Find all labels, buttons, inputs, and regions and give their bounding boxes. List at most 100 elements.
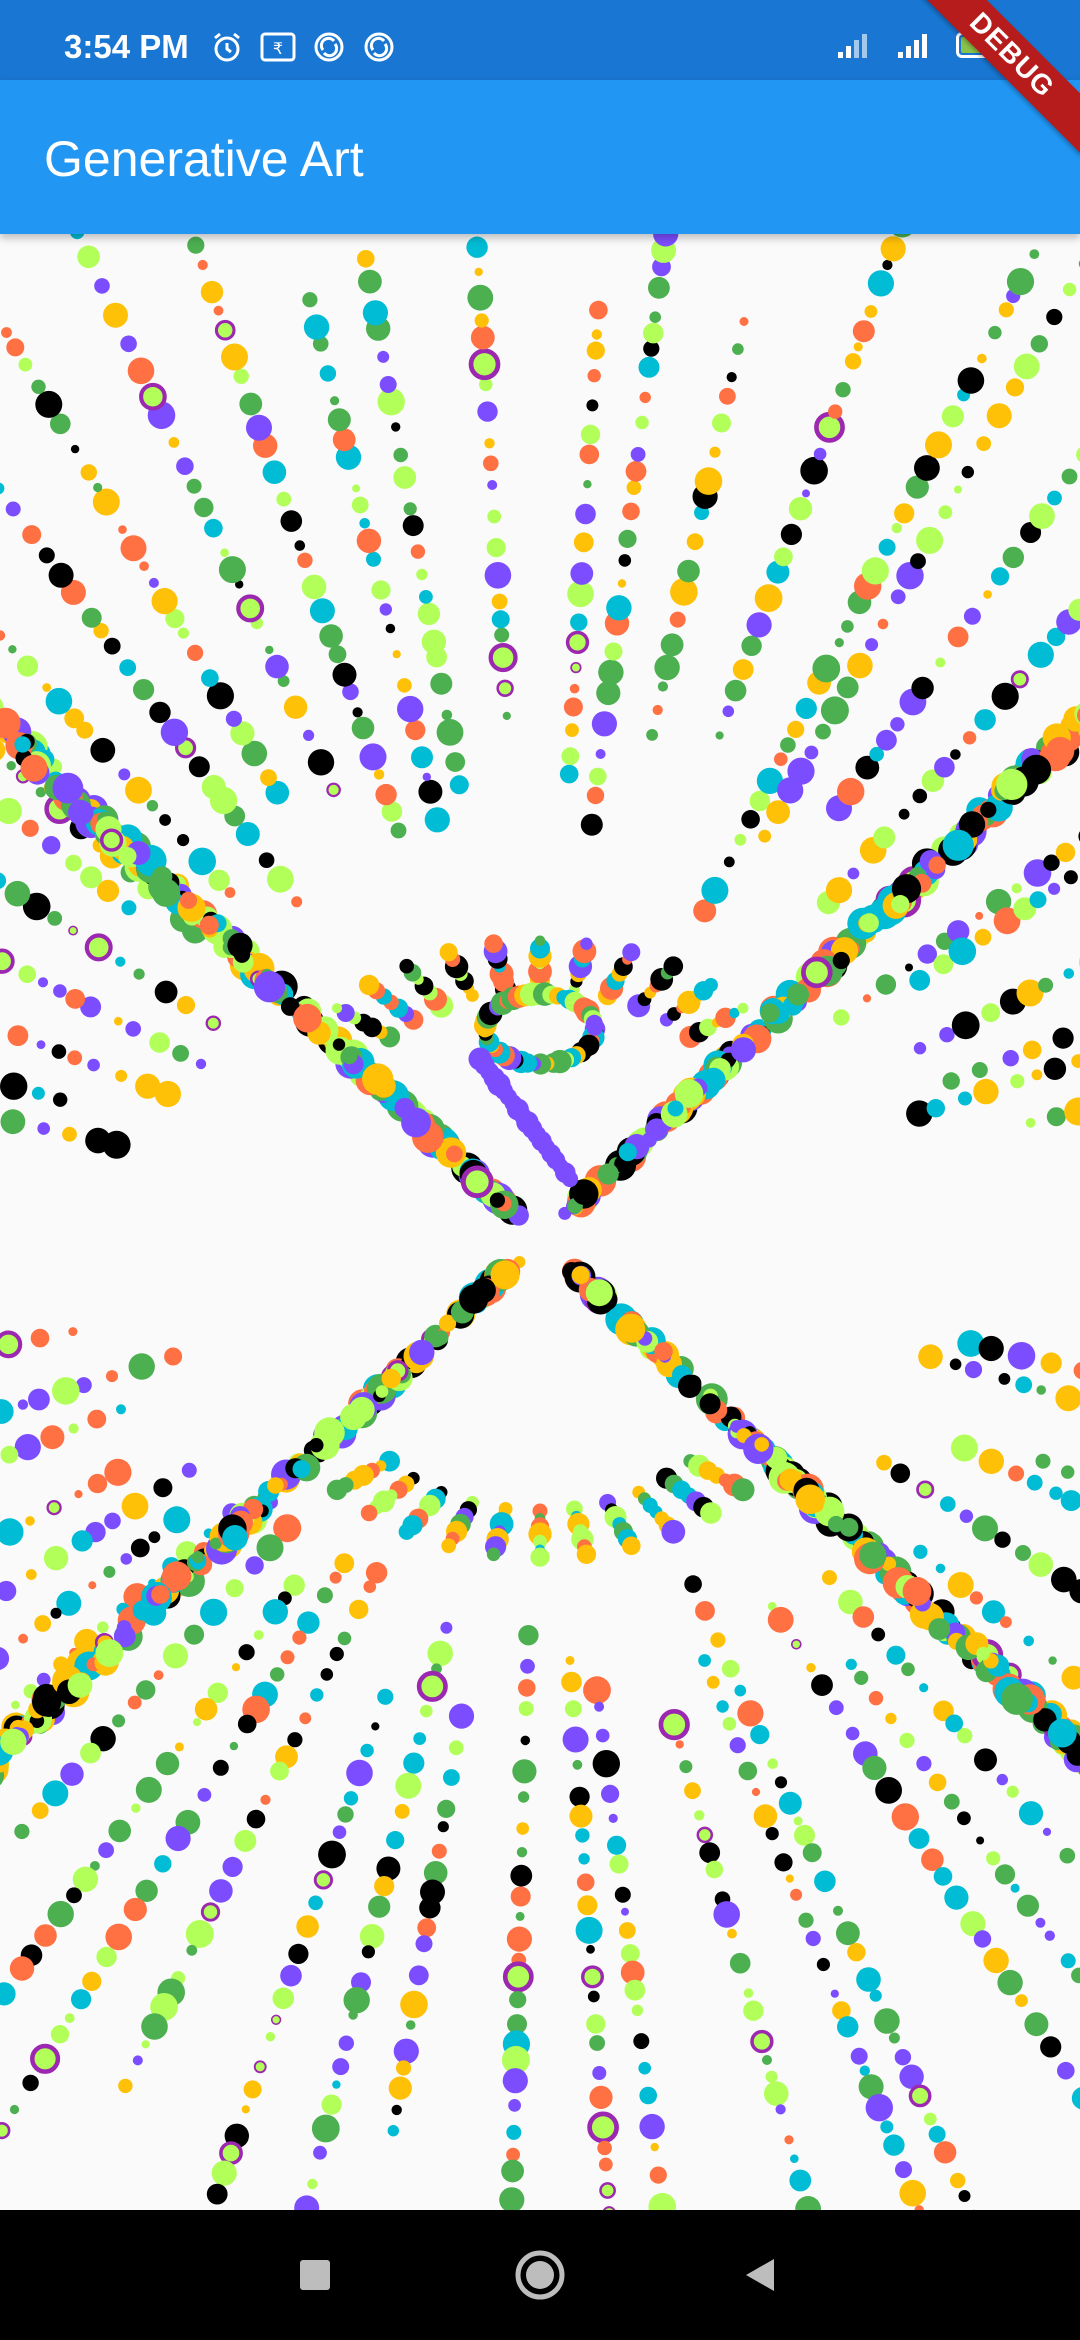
art-dot <box>36 1672 51 1687</box>
signal-icon <box>838 34 867 58</box>
art-dot <box>0 2122 11 2140</box>
art-dot <box>50 1607 62 1619</box>
art-dot <box>976 1836 985 1845</box>
art-dot <box>830 1989 839 1998</box>
art-dot <box>804 745 819 760</box>
art-dot <box>160 718 189 746</box>
art-dot <box>220 548 229 557</box>
recents-button[interactable] <box>285 2245 345 2305</box>
art-dot <box>1066 1744 1080 1766</box>
art-dot <box>598 2157 613 2172</box>
art-dot <box>859 2065 870 2076</box>
art-dot <box>22 525 42 545</box>
art-dot <box>348 2010 358 2020</box>
art-dot <box>1077 708 1080 723</box>
art-dot <box>410 544 426 559</box>
signal-icon <box>898 34 927 58</box>
art-dot <box>871 1627 886 1642</box>
art-dot <box>595 1728 610 1743</box>
art-dot <box>391 422 401 432</box>
art-dot <box>663 956 684 976</box>
art-dot <box>253 971 286 1003</box>
art-dot <box>225 1579 244 1598</box>
art-dot <box>811 1674 833 1696</box>
art-dot <box>64 708 85 729</box>
art-dot <box>168 437 180 448</box>
art-dot <box>649 311 661 323</box>
art-dot <box>31 379 46 394</box>
art-dot <box>731 1478 755 1502</box>
art-dot <box>684 1575 702 1593</box>
art-dot <box>561 1671 582 1693</box>
art-dot <box>933 1700 954 1722</box>
art-dot <box>125 776 152 804</box>
art-dot <box>14 1434 41 1461</box>
art-dot <box>360 1504 378 1522</box>
art-dot <box>571 1266 590 1285</box>
art-dot <box>474 267 483 277</box>
art-dot <box>765 2070 778 2083</box>
art-dot <box>326 782 341 798</box>
art-dot <box>983 590 992 599</box>
art-dot <box>326 1479 348 1501</box>
art-dot <box>230 721 255 746</box>
art-dot <box>311 2114 340 2143</box>
art-dot <box>90 1861 100 1871</box>
art-dot <box>280 1650 295 1665</box>
art-dot <box>95 1639 124 1667</box>
art-dot <box>1015 1994 1028 2007</box>
art-dot <box>151 588 178 615</box>
art-dot <box>260 1794 271 1805</box>
art-dot <box>272 1987 295 2010</box>
art-dot <box>508 2099 521 2112</box>
art-dot <box>443 1769 460 1786</box>
art-dot <box>918 1344 943 1369</box>
art-dot <box>437 1799 456 1818</box>
art-dot <box>1057 2061 1075 2080</box>
art-dot <box>419 590 433 604</box>
art-dot <box>1007 1342 1036 1370</box>
art-dot <box>784 2135 794 2145</box>
art-dot <box>756 767 784 795</box>
art-dot <box>696 1826 714 1844</box>
art-dot <box>0 872 7 889</box>
art-dot <box>373 769 385 780</box>
art-dot <box>74 1628 100 1655</box>
art-dot <box>618 529 637 548</box>
art-dot <box>724 679 747 702</box>
sync-icon <box>314 32 344 62</box>
art-dot <box>296 1915 319 1938</box>
art-dot <box>822 1570 837 1586</box>
art-dot <box>847 1943 866 1962</box>
art-dot <box>0 707 21 739</box>
art-dot <box>1061 1665 1080 1690</box>
art-dot <box>572 1182 596 1205</box>
art-dot <box>562 1726 589 1753</box>
back-button[interactable] <box>730 2245 790 2305</box>
art-dot <box>40 1425 65 1450</box>
art-dot <box>591 329 602 340</box>
art-dot <box>873 826 896 849</box>
art-dot <box>754 584 783 613</box>
art-dot <box>381 801 403 822</box>
art-dot <box>766 800 790 824</box>
art-dot <box>845 1658 857 1670</box>
art-dot <box>302 292 318 308</box>
art-dot <box>520 1735 531 1746</box>
art-dot <box>441 1538 457 1554</box>
art-dot <box>933 1867 953 1886</box>
art-dot <box>867 270 895 297</box>
art-dot <box>241 2105 250 2114</box>
art-dot <box>869 1989 882 2002</box>
home-button[interactable] <box>510 2245 570 2305</box>
art-dot <box>878 538 896 556</box>
art-dot <box>774 1853 793 1872</box>
art-dot <box>185 1920 214 1948</box>
art-dot <box>906 1100 933 1127</box>
art-dot <box>743 2000 764 2021</box>
art-dot <box>332 662 357 687</box>
art-dot <box>199 915 219 935</box>
art-dot <box>947 1572 974 1598</box>
art-dot <box>337 1806 354 1823</box>
art-dot <box>950 749 961 760</box>
